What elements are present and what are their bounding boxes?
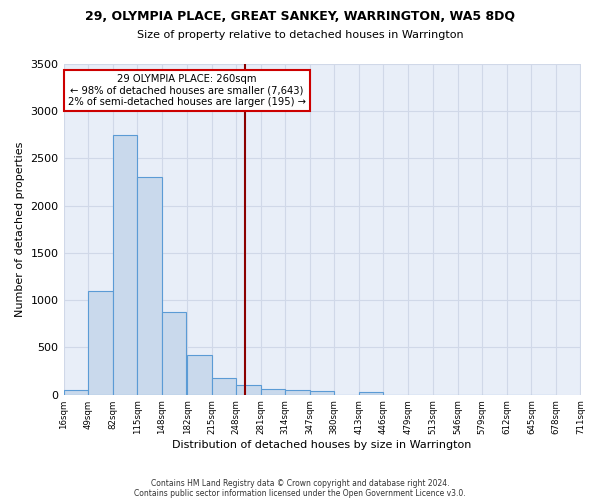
Bar [162,312,186,394]
Text: 29 OLYMPIA PLACE: 260sqm
← 98% of detached houses are smaller (7,643)
2% of semi: 29 OLYMPIA PLACE: 260sqm ← 98% of detach… [68,74,305,107]
Bar [236,386,260,394]
Y-axis label: Number of detached properties: Number of detached properties [15,142,25,317]
Text: Contains public sector information licensed under the Open Government Licence v3: Contains public sector information licen… [134,488,466,498]
Bar [187,355,212,395]
Bar [113,135,137,394]
X-axis label: Distribution of detached houses by size in Warrington: Distribution of detached houses by size … [172,440,472,450]
Bar [64,390,88,394]
Bar [88,291,113,395]
Text: Size of property relative to detached houses in Warrington: Size of property relative to detached ho… [137,30,463,40]
Bar [137,178,162,394]
Text: Contains HM Land Registry data © Crown copyright and database right 2024.: Contains HM Land Registry data © Crown c… [151,478,449,488]
Bar [359,392,383,394]
Bar [260,389,285,394]
Bar [212,378,236,394]
Text: 29, OLYMPIA PLACE, GREAT SANKEY, WARRINGTON, WA5 8DQ: 29, OLYMPIA PLACE, GREAT SANKEY, WARRING… [85,10,515,23]
Bar [285,390,310,394]
Bar [310,391,334,394]
